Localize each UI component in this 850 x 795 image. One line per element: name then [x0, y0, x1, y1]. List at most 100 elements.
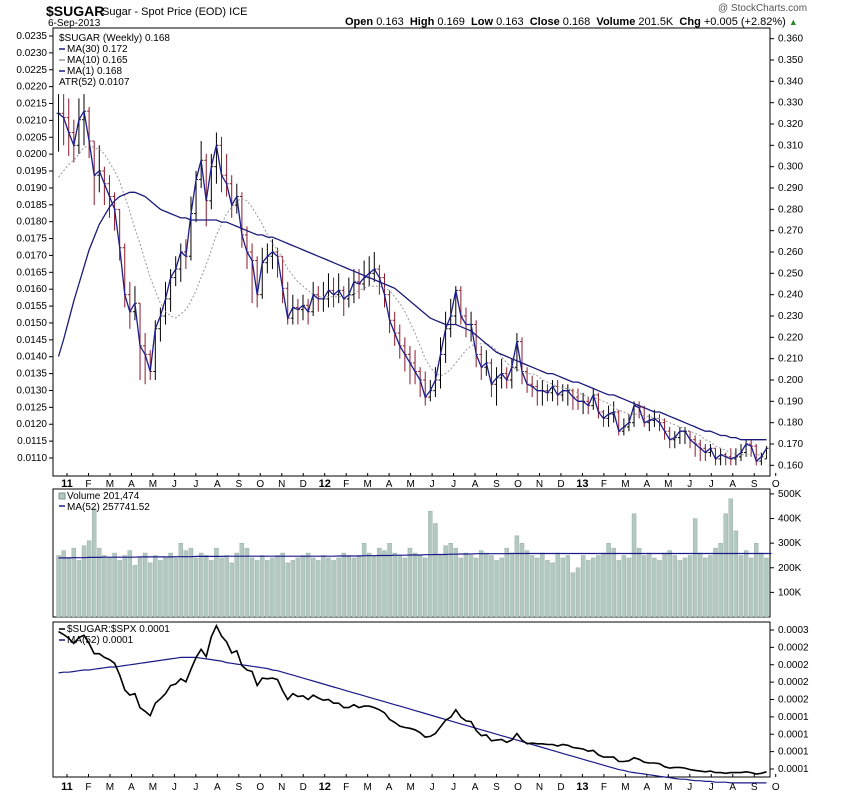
- volume-bar: [173, 557, 178, 618]
- volume-bar: [652, 557, 657, 618]
- x-month-label: N: [278, 479, 285, 490]
- x-month-label-bottom: S: [235, 782, 242, 793]
- volume-bar: [754, 543, 759, 618]
- atr-tick-label-left: 0.0135: [16, 369, 47, 380]
- volume-bar: [112, 552, 117, 618]
- close-label: Close: [529, 16, 560, 28]
- atr-tick-label-left: 0.0110: [17, 453, 47, 464]
- volume-bar: [188, 547, 194, 618]
- x-month-label: M: [664, 479, 672, 490]
- x-month-label: A: [386, 479, 393, 490]
- x-month-label: A: [128, 479, 135, 490]
- x-month-label: M: [106, 479, 114, 490]
- x-month-label-bottom: D: [557, 782, 564, 793]
- volume-bar: [158, 560, 163, 618]
- volume-bar: [698, 552, 703, 618]
- price-tick-label-right: 0.240: [778, 290, 803, 301]
- volume-bar: [102, 555, 107, 618]
- x-month-label-bottom: O: [772, 782, 780, 793]
- volume-bar: [183, 550, 189, 618]
- volume-bar: [743, 550, 749, 618]
- x-month-label-bottom: M: [106, 782, 114, 793]
- volume-bar: [621, 555, 627, 618]
- legend-volume-swatch: [58, 492, 66, 500]
- volume-ma-line: [58, 552, 772, 559]
- volume-bar: [56, 555, 61, 618]
- atr-tick-label-left: 0.0235: [16, 31, 47, 42]
- x-month-label-bottom: M: [664, 782, 672, 793]
- volume-bar: [336, 557, 341, 618]
- x-month-label: A: [214, 479, 221, 490]
- volume-bar: [718, 543, 723, 618]
- volume-bar: [540, 552, 545, 618]
- x-month-label: O: [256, 479, 264, 490]
- volume-bar: [713, 547, 718, 618]
- volume-bar: [560, 557, 565, 618]
- volume-bar: [596, 555, 601, 618]
- volume-bar: [417, 555, 423, 618]
- volume-bar: [764, 557, 769, 618]
- volume-bar: [509, 552, 515, 618]
- ratio-line: [58, 623, 767, 775]
- volume-bar: [234, 552, 239, 618]
- volume-bar: [687, 555, 693, 618]
- x-month-label: D: [557, 479, 564, 490]
- volume-bar: [423, 557, 428, 618]
- volume-bar: [367, 552, 372, 618]
- atr-tick-label-left: 0.0125: [16, 402, 47, 413]
- price-tick-label-right: 0.180: [778, 418, 803, 429]
- atr-tick-label-left: 0.0130: [16, 385, 47, 396]
- x-month-label-bottom: J: [193, 782, 198, 793]
- high-value: 0.169: [437, 16, 465, 28]
- volume-bar: [448, 543, 453, 618]
- legend-volume: Volume 201,474: [67, 491, 140, 502]
- x-month-label: F: [343, 479, 349, 490]
- volume-bar: [122, 555, 127, 618]
- volume-bar: [733, 530, 739, 618]
- ratio-ma-line: [58, 656, 767, 784]
- volume-bar: [71, 547, 77, 618]
- low-value: 0.163: [496, 16, 524, 28]
- x-month-label: J: [451, 479, 456, 490]
- price-tick-label-right: 0.360: [778, 34, 803, 45]
- x-month-label: J: [172, 479, 177, 490]
- volume-bar: [443, 545, 448, 618]
- x-month-label: J: [430, 479, 435, 490]
- atr-tick-label-left: 0.0220: [16, 82, 47, 93]
- volume-bar: [545, 560, 550, 618]
- volume-bar: [565, 555, 571, 618]
- volume-bar: [137, 557, 143, 618]
- volume-bar: [626, 557, 632, 618]
- ma30-line: [57, 191, 767, 441]
- ratio-tick-label: 0.0003: [778, 625, 809, 636]
- volume-bar: [92, 508, 97, 618]
- high-label: High: [409, 16, 435, 28]
- volume-bar: [463, 552, 469, 618]
- x-month-label: A: [472, 479, 479, 490]
- volume-bar: [209, 560, 214, 618]
- legend-volume-ma: MA(52) 257741.52: [67, 502, 150, 513]
- x-month-label-bottom: A: [386, 782, 393, 793]
- x-month-label-bottom: S: [493, 782, 500, 793]
- volume-bar: [127, 550, 133, 618]
- volume-bar: [458, 557, 464, 618]
- x-month-label: M: [363, 479, 371, 490]
- volume-bar: [224, 555, 229, 618]
- x-year-label: 13: [576, 478, 588, 490]
- volume-bar: [280, 552, 285, 618]
- volume-bar: [708, 555, 713, 618]
- volume-bar: [723, 513, 728, 618]
- x-month-label-bottom: A: [644, 782, 651, 793]
- x-month-label: F: [601, 479, 607, 490]
- x-month-label-bottom: A: [472, 782, 479, 793]
- volume-bar: [260, 555, 265, 618]
- volume-bar: [193, 557, 199, 618]
- x-month-label-bottom: M: [363, 782, 371, 793]
- volume-bar: [606, 543, 611, 618]
- volume-bar: [529, 555, 535, 618]
- chg-value: +0.005 (+2.82%): [703, 16, 786, 28]
- volume-bar: [66, 557, 71, 618]
- x-month-label-bottom: O: [514, 782, 522, 793]
